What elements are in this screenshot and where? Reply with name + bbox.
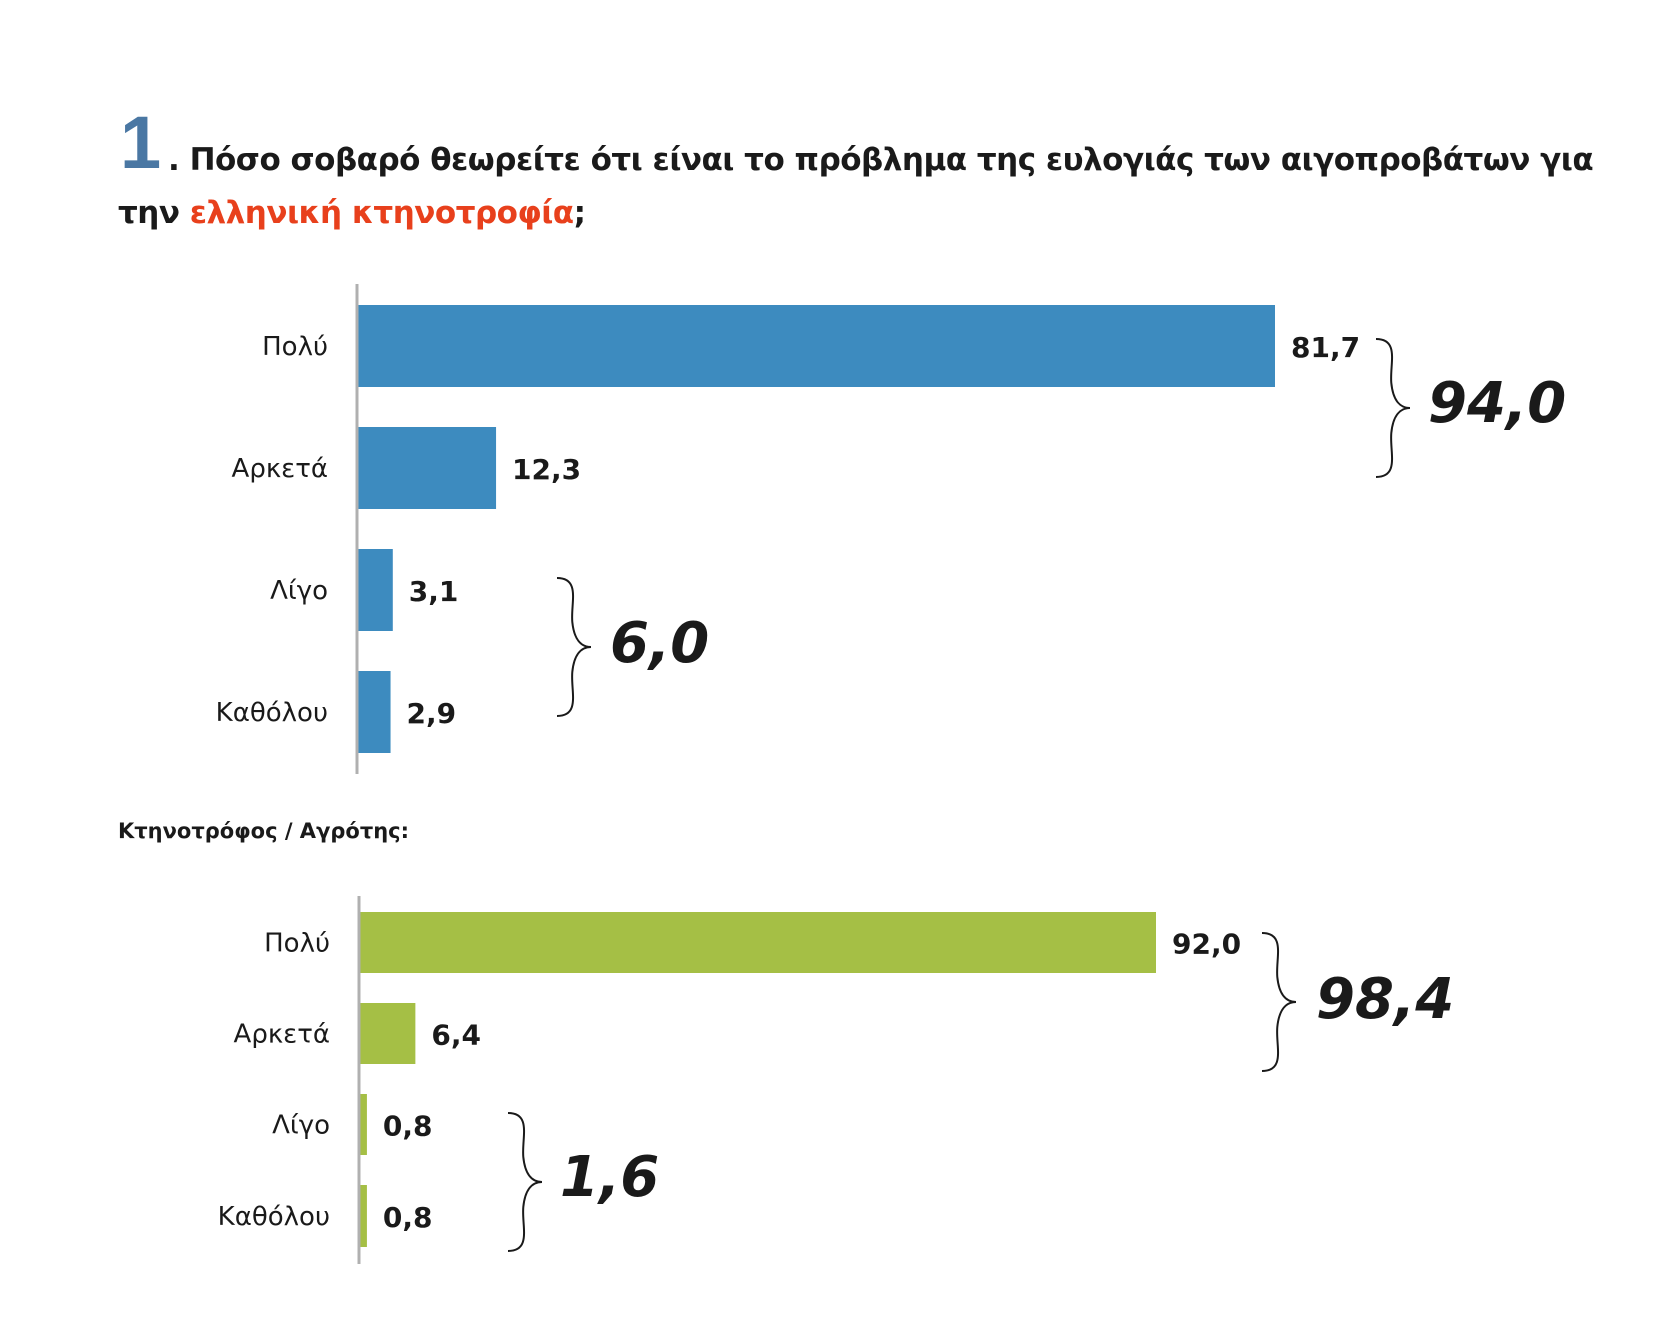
subgroup-title: Κτηνοτρόφος / Αγρότης:	[118, 819, 409, 843]
group-total-label: 1,6	[560, 1145, 659, 1210]
title-highlight: ελληνική κτηνοτροφία	[190, 195, 574, 231]
bar-0-0	[358, 305, 1275, 387]
group-total-label: 6,0	[610, 611, 709, 676]
category-label: Πολύ	[264, 929, 330, 959]
bar-0-3	[358, 671, 391, 753]
value-label: 81,7	[1291, 331, 1360, 364]
bar-1-3	[360, 1185, 367, 1247]
category-label: Πολύ	[262, 332, 328, 362]
bar-1-1	[360, 1003, 416, 1064]
value-label: 2,9	[407, 697, 457, 730]
category-label: Αρκετά	[234, 1020, 330, 1050]
brace-1-0	[1261, 932, 1297, 1072]
title-end: ;	[574, 195, 586, 231]
category-label: Αρκετά	[232, 454, 328, 484]
question-title-line1: . Πόσο σοβαρό θεωρείτε ότι είναι το πρόβ…	[168, 142, 1593, 178]
category-label: Καθόλου	[216, 698, 328, 728]
value-label: 12,3	[512, 453, 581, 486]
bar-1-2	[360, 1094, 367, 1155]
title-start: την	[118, 195, 190, 231]
category-label: Καθόλου	[218, 1202, 330, 1232]
brace-0-1	[556, 577, 592, 717]
category-label: Λίγο	[272, 1111, 330, 1141]
bar-1-0	[360, 912, 1156, 973]
value-label: 3,1	[409, 575, 459, 608]
value-label: 92,0	[1172, 928, 1241, 961]
bar-0-2	[358, 549, 393, 631]
brace-1-1	[507, 1112, 543, 1252]
group-total-label: 98,4	[1316, 967, 1454, 1032]
value-label: 0,8	[383, 1201, 433, 1234]
value-label: 0,8	[383, 1110, 433, 1143]
bar-0-1	[358, 427, 497, 509]
category-label: Λίγο	[270, 576, 328, 606]
question-number: 1	[120, 101, 161, 184]
question-title-line2: την ελληνική κτηνοτροφία;	[118, 195, 586, 231]
value-label: 6,4	[431, 1019, 481, 1052]
charts: Πολύ 81,7 Αρκετά 12,3 Λίγο 3,1 Καθόλου 2,9 94,0 6…	[216, 284, 1566, 1264]
group-total-label: 94,0	[1428, 371, 1566, 436]
brace-0-0	[1375, 338, 1411, 478]
